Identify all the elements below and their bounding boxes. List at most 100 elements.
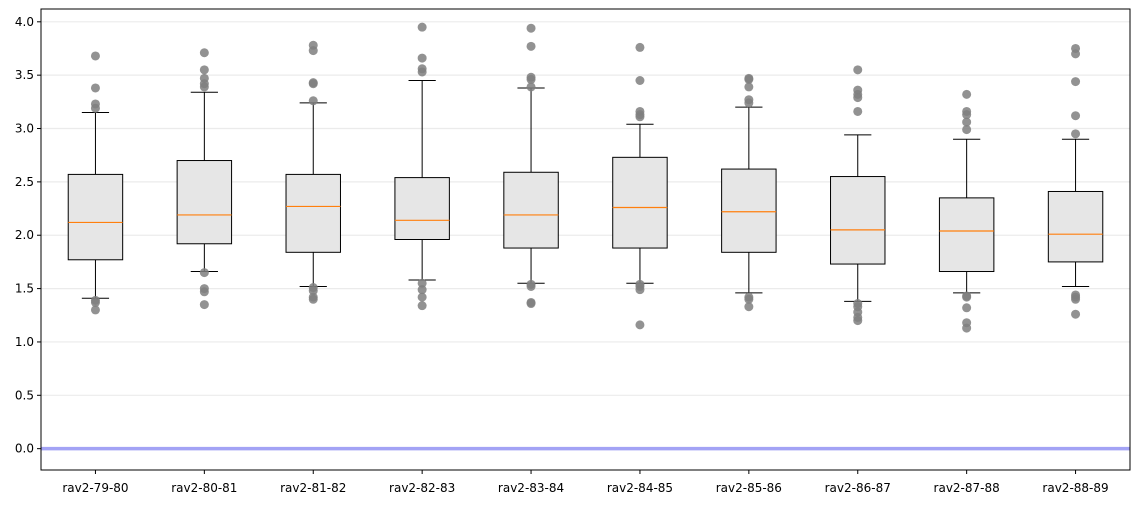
outlier-point xyxy=(744,82,754,92)
outlier-point xyxy=(1071,111,1081,121)
outlier-point xyxy=(417,22,427,32)
outlier-point xyxy=(744,74,754,84)
outlier-point xyxy=(962,89,972,99)
x-tick-label: rav2-86-87 xyxy=(825,481,891,495)
box-rav2-82-83 xyxy=(394,79,450,281)
outlier-point xyxy=(1071,49,1081,59)
outlier-point xyxy=(635,112,645,122)
box-iqr xyxy=(612,156,668,249)
outlier-point xyxy=(199,287,209,297)
outlier-point xyxy=(90,305,100,315)
box-rav2-85-86 xyxy=(721,106,777,294)
outlier-point xyxy=(417,285,427,295)
y-tick-label: 2.0 xyxy=(15,228,34,242)
outlier-point xyxy=(526,41,536,51)
y-tick-label: 0.0 xyxy=(15,442,34,456)
box-rav2-81-82 xyxy=(285,102,341,287)
outlier-point xyxy=(744,294,754,304)
outlier-point xyxy=(635,75,645,85)
outlier-point xyxy=(526,82,536,92)
outlier-point xyxy=(417,278,427,288)
x-tick-label: rav2-83-84 xyxy=(498,481,564,495)
outlier-point xyxy=(526,299,536,309)
outlier-point xyxy=(90,297,100,307)
outlier-point xyxy=(526,74,536,84)
x-tick-label: rav2-88-89 xyxy=(1042,481,1108,495)
outlier-point xyxy=(635,320,645,330)
box-rav2-86-87 xyxy=(830,134,886,302)
outlier-point xyxy=(1071,77,1081,87)
outlier-point xyxy=(308,79,318,89)
outlier-point xyxy=(744,98,754,108)
y-axis: 0.0 0.5 1.0 1.5 2.0 2.5 3.0 3.5 4.0 xyxy=(15,15,41,456)
outlier-point xyxy=(962,323,972,333)
outlier-point xyxy=(635,285,645,295)
y-tick-label: 1.0 xyxy=(15,335,34,349)
box-rav2-83-84 xyxy=(503,87,559,284)
y-tick-label: 0.5 xyxy=(15,388,34,402)
box-iqr xyxy=(1047,190,1104,263)
box-iqr xyxy=(503,171,559,249)
outlier-point xyxy=(199,48,209,58)
box-iqr xyxy=(67,173,124,261)
outliers-layer xyxy=(90,22,1081,333)
outlier-point xyxy=(962,110,972,120)
outlier-point xyxy=(853,93,863,103)
outlier-point xyxy=(90,83,100,93)
box-rav2-84-85 xyxy=(612,123,668,284)
outlier-point xyxy=(962,125,972,135)
outlier-point xyxy=(417,67,427,77)
box-iqr xyxy=(176,160,233,245)
box-rav2-79-80 xyxy=(67,112,124,299)
outlier-point xyxy=(308,286,318,296)
outlier-point xyxy=(199,268,209,278)
box-iqr xyxy=(285,173,341,253)
box-rav2-87-88 xyxy=(938,138,995,294)
y-tick-label: 4.0 xyxy=(15,15,34,29)
outlier-point xyxy=(417,292,427,302)
x-tick-label: rav2-85-86 xyxy=(716,481,782,495)
outlier-point xyxy=(962,303,972,313)
outlier-point xyxy=(526,281,536,291)
outlier-point xyxy=(199,82,209,92)
x-tick-label: rav2-87-88 xyxy=(934,481,1000,495)
outlier-point xyxy=(90,103,100,113)
box-iqr xyxy=(721,168,777,253)
outlier-point xyxy=(417,301,427,311)
x-tick-label: rav2-80-81 xyxy=(171,481,237,495)
x-tick-label: rav2-79-80 xyxy=(62,481,128,495)
x-tick-label: rav2-84-85 xyxy=(607,481,673,495)
outlier-point xyxy=(962,117,972,127)
outlier-point xyxy=(962,292,972,302)
outlier-point xyxy=(1071,294,1081,304)
outlier-point xyxy=(635,42,645,52)
outlier-point xyxy=(1071,129,1081,139)
x-tick-label: rav2-82-83 xyxy=(389,481,455,495)
outlier-point xyxy=(308,46,318,56)
box-iqr xyxy=(938,197,995,273)
y-tick-label: 1.5 xyxy=(15,282,34,296)
box-iqr xyxy=(394,177,450,240)
box-rav2-80-81 xyxy=(176,91,233,273)
outlier-point xyxy=(526,23,536,33)
outlier-point xyxy=(1071,309,1081,319)
y-tick-label: 3.5 xyxy=(15,68,34,82)
boxes-layer xyxy=(67,79,1104,302)
box-rav2-88-89 xyxy=(1047,138,1104,287)
y-tick-label: 2.5 xyxy=(15,175,34,189)
outlier-point xyxy=(744,302,754,312)
outlier-point xyxy=(199,65,209,75)
outlier-point xyxy=(90,51,100,61)
y-tick-label: 3.0 xyxy=(15,122,34,136)
outlier-point xyxy=(417,53,427,63)
x-axis: rav2-79-80 rav2-80-81 rav2-81-82 rav2-82-83… xyxy=(62,470,1109,495)
plot-frame xyxy=(40,8,1131,471)
outlier-point xyxy=(199,300,209,310)
outlier-point xyxy=(853,65,863,75)
box-iqr xyxy=(830,176,886,265)
outlier-point xyxy=(853,106,863,116)
outlier-point xyxy=(853,316,863,326)
outlier-point xyxy=(308,294,318,304)
outlier-point xyxy=(308,96,318,106)
